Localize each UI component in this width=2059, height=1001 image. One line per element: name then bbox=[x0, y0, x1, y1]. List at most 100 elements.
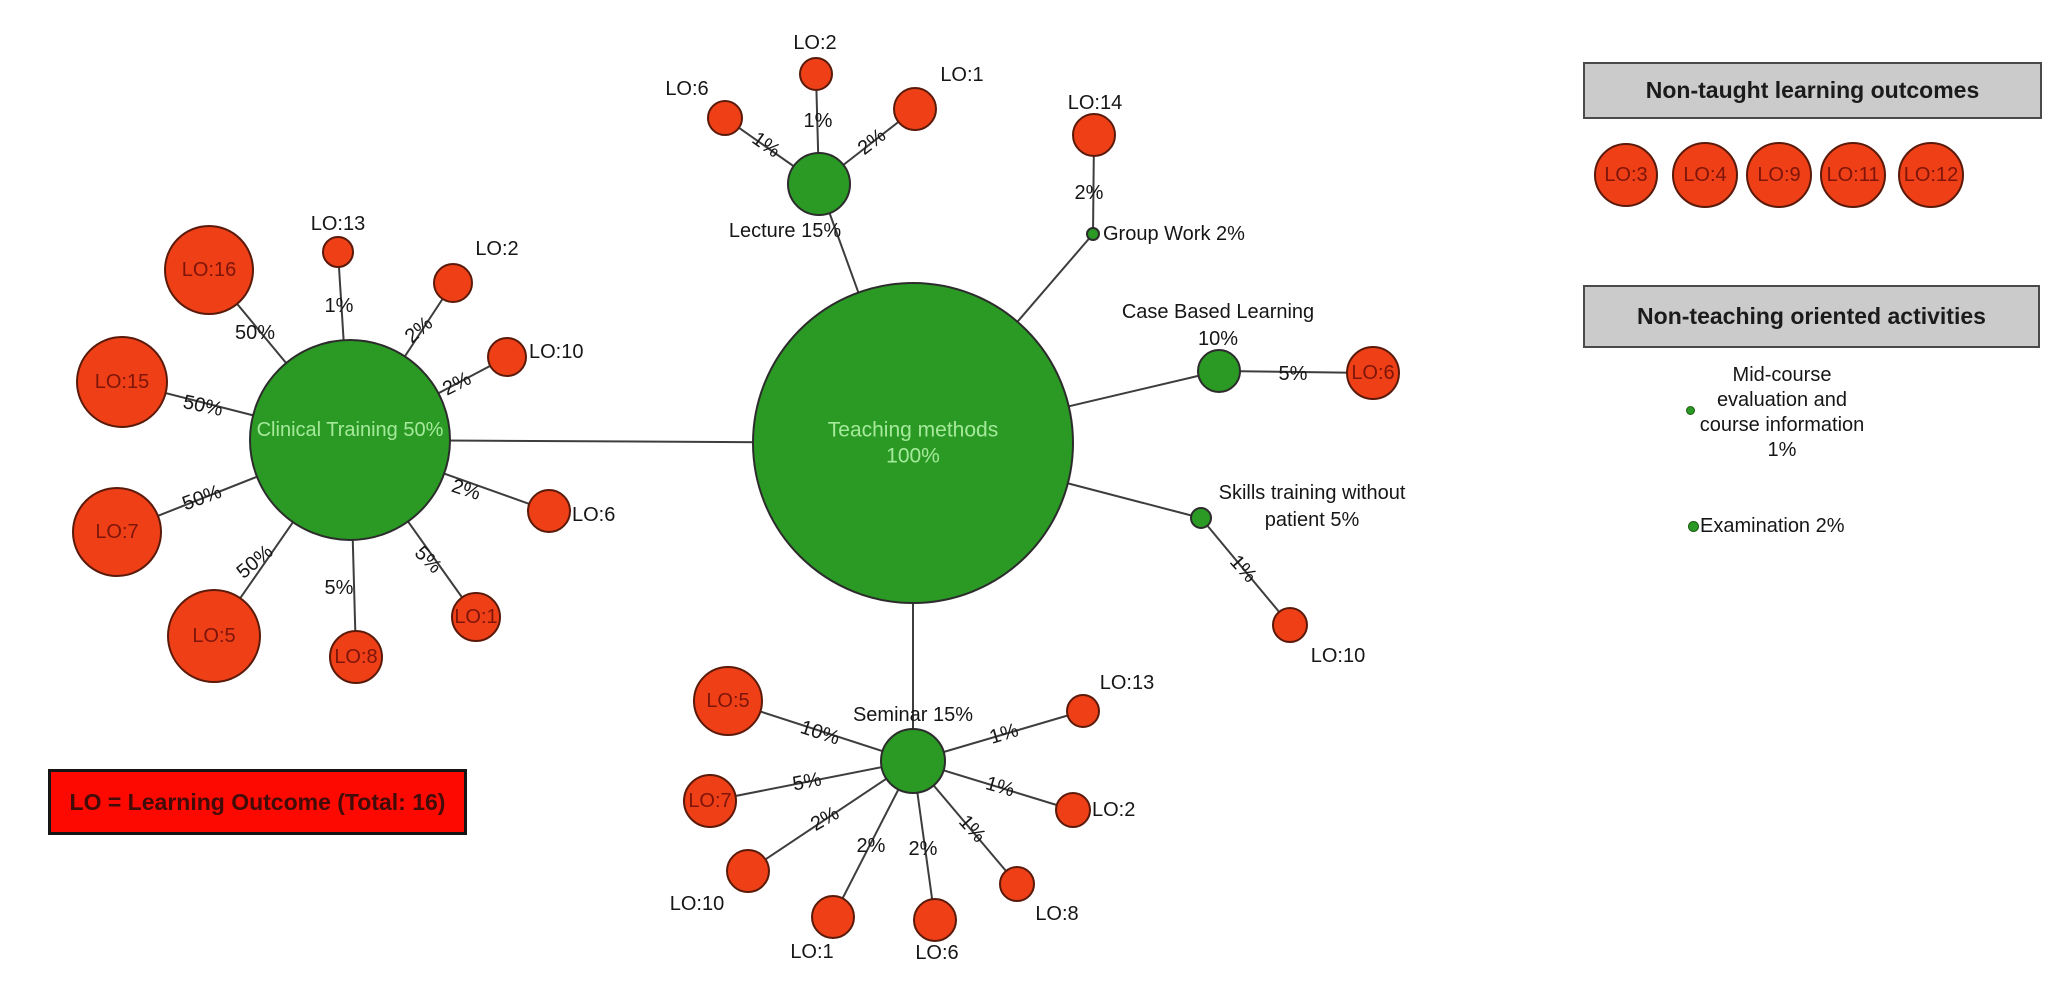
node-group-work bbox=[1086, 227, 1100, 241]
lo-note-box: LO = Learning Outcome (Total: 16) bbox=[48, 769, 467, 835]
edge-label-clinical-training-clinical-lo7: 50% bbox=[179, 481, 224, 515]
node-skills-lo10 bbox=[1272, 607, 1308, 643]
node-text-cbl-lo6: LO:6 bbox=[1351, 362, 1394, 384]
edge-label-seminar-seminar-lo7: 5% bbox=[791, 768, 824, 795]
edge-label-case-based-learning-cbl-lo6: 5% bbox=[1279, 363, 1308, 385]
node-text-clinical-training: Clinical Training 50% bbox=[257, 419, 444, 441]
node-label-lecture: Lecture 15% bbox=[729, 220, 842, 242]
node-label-skills-training: patient 5% bbox=[1265, 509, 1360, 531]
node-clinical-lo8 bbox=[329, 630, 383, 684]
node-label-skills-lo10: LO:10 bbox=[1311, 645, 1365, 667]
node-text-clinical-lo16: LO:16 bbox=[182, 259, 236, 281]
node-seminar-lo6 bbox=[913, 898, 957, 942]
node-label-seminar-lo2: LO:2 bbox=[1092, 799, 1135, 821]
edge-seminar-seminar-lo7 bbox=[709, 760, 914, 802]
node-clinical-lo15 bbox=[76, 336, 168, 428]
edge-label-seminar-seminar-lo13: 1% bbox=[987, 719, 1021, 749]
edge-label-clinical-training-clinical-lo1: 5% bbox=[410, 542, 446, 578]
node-label-group-work: Group Work 2% bbox=[1103, 223, 1245, 245]
node-clinical-lo2 bbox=[433, 263, 473, 303]
edge-label-seminar-seminar-lo5: 10% bbox=[798, 716, 843, 749]
node-lecture-lo1 bbox=[893, 87, 937, 131]
node-label-clinical-lo10: LO:10 bbox=[529, 341, 583, 363]
node-label-seminar-lo10: LO:10 bbox=[670, 893, 724, 915]
non-teaching-activities-header: Non-teaching oriented activities bbox=[1583, 285, 2040, 348]
node-legend-lo11 bbox=[1820, 142, 1886, 208]
node-label-seminar-lo6: LO:6 bbox=[915, 942, 958, 964]
node-clinical-lo13 bbox=[322, 236, 354, 268]
examination-dot-icon bbox=[1688, 521, 1699, 532]
node-label-clinical-lo6: LO:6 bbox=[572, 504, 615, 526]
edge-label-seminar-seminar-lo1: 2% bbox=[857, 835, 886, 857]
edge-label-lecture-lecture-lo6: 1% bbox=[748, 128, 784, 163]
node-cbl-lo6 bbox=[1346, 346, 1400, 400]
node-clinical-lo7 bbox=[72, 487, 162, 577]
node-label-seminar-lo1: LO:1 bbox=[790, 941, 833, 963]
edge-label-group-work-lo14: 2% bbox=[1075, 182, 1104, 204]
node-legend-lo12 bbox=[1898, 142, 1964, 208]
node-seminar-lo10 bbox=[726, 849, 770, 893]
edge-label-clinical-training-clinical-lo2: 2% bbox=[401, 312, 437, 348]
node-text-clinical-lo5: LO:5 bbox=[192, 625, 235, 647]
node-label-seminar-lo8: LO:8 bbox=[1035, 903, 1078, 925]
node-label-seminar-lo13: LO:13 bbox=[1100, 672, 1154, 694]
node-case-based-learning bbox=[1197, 349, 1241, 393]
edge-label-clinical-training-clinical-lo8: 5% bbox=[325, 577, 354, 599]
node-legend-lo9 bbox=[1746, 142, 1812, 208]
edge-label-lecture-lecture-lo2: 1% bbox=[804, 110, 833, 132]
node-text-clinical-lo7: LO:7 bbox=[95, 521, 138, 543]
node-clinical-training bbox=[249, 339, 451, 541]
edge-label-seminar-seminar-lo2: 1% bbox=[983, 772, 1017, 801]
node-label-lecture-lo1: LO:1 bbox=[940, 64, 983, 86]
node-text-clinical-lo8: LO:8 bbox=[334, 646, 377, 668]
node-seminar-lo13 bbox=[1066, 694, 1100, 728]
node-text-teaching-methods: 100% bbox=[886, 445, 940, 468]
node-text-legend-lo12: LO:12 bbox=[1904, 164, 1958, 186]
edge-label-skills-training-skills-lo10: 1% bbox=[1225, 551, 1261, 587]
examination-label: Examination 2% bbox=[1700, 515, 1845, 537]
node-label-lo14: LO:14 bbox=[1068, 92, 1122, 114]
node-legend-lo4 bbox=[1672, 142, 1738, 208]
node-lecture-lo2 bbox=[799, 57, 833, 91]
node-seminar-lo8 bbox=[999, 866, 1035, 902]
node-label-clinical-lo2: LO:2 bbox=[475, 238, 518, 260]
node-label-lecture-lo6: LO:6 bbox=[665, 78, 708, 100]
edge-label-lecture-lecture-lo1: 2% bbox=[854, 124, 890, 159]
node-text-legend-lo3: LO:3 bbox=[1604, 164, 1647, 186]
node-clinical-lo16 bbox=[164, 225, 254, 315]
node-label-seminar: Seminar 15% bbox=[853, 704, 973, 726]
edge-seminar-seminar-lo10 bbox=[747, 760, 914, 872]
node-label-case-based-learning: Case Based Learning bbox=[1122, 301, 1314, 323]
node-clinical-lo10 bbox=[487, 337, 527, 377]
edge-label-seminar-seminar-lo6: 2% bbox=[909, 838, 938, 860]
edge-skills-training-skills-lo10 bbox=[1200, 517, 1291, 626]
node-clinical-lo6 bbox=[527, 489, 571, 533]
node-text-legend-lo11: LO:11 bbox=[1827, 164, 1880, 186]
node-lo14 bbox=[1072, 113, 1116, 157]
node-seminar bbox=[880, 728, 946, 794]
node-text-clinical-lo15: LO:15 bbox=[95, 371, 149, 393]
node-text-seminar-lo5: LO:5 bbox=[706, 690, 749, 712]
edge-label-clinical-training-clinical-lo13: 1% bbox=[325, 295, 354, 317]
node-text-teaching-methods: Teaching methods bbox=[828, 419, 998, 442]
non-taught-outcomes-header: Non-taught learning outcomes bbox=[1583, 62, 2042, 119]
edge-label-clinical-training-clinical-lo10: 2% bbox=[439, 368, 475, 401]
node-clinical-lo1 bbox=[451, 592, 501, 642]
node-legend-lo3 bbox=[1594, 143, 1658, 207]
node-seminar-lo7 bbox=[683, 774, 737, 828]
node-label-skills-training: Skills training without bbox=[1219, 482, 1406, 504]
node-text-clinical-lo1: LO:1 bbox=[454, 606, 497, 628]
node-skills-training bbox=[1190, 507, 1212, 529]
node-lecture bbox=[787, 152, 851, 216]
node-label-clinical-lo13: LO:13 bbox=[311, 213, 365, 235]
edge-label-clinical-training-clinical-lo15: 50% bbox=[181, 391, 225, 421]
node-text-legend-lo4: LO:4 bbox=[1683, 164, 1726, 186]
node-clinical-lo5 bbox=[167, 589, 261, 683]
node-text-seminar-lo7: LO:7 bbox=[688, 790, 731, 812]
mid-course-evaluation-dot-icon bbox=[1686, 406, 1695, 415]
node-teaching-methods bbox=[752, 282, 1074, 604]
node-text-legend-lo9: LO:9 bbox=[1757, 164, 1800, 186]
edge-label-seminar-seminar-lo10: 2% bbox=[807, 802, 843, 836]
